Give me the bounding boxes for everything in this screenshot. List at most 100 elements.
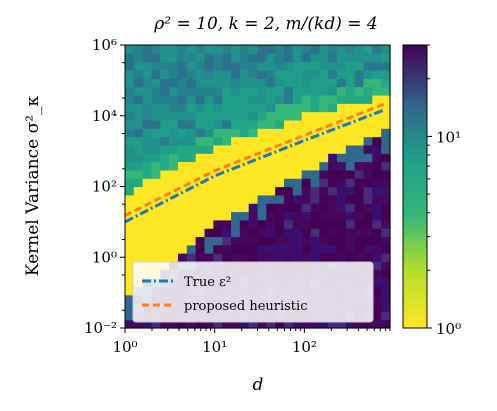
heatmap-cell: [275, 94, 285, 104]
heatmap-cell: [151, 78, 161, 88]
heatmap-cell: [160, 211, 170, 221]
heatmap-cell: [363, 144, 373, 154]
heatmap-cell: [275, 119, 285, 129]
heatmap-cell: [257, 244, 267, 254]
heatmap-cell: [222, 319, 232, 329]
heatmap-cell: [381, 119, 391, 129]
heatmap-cell: [133, 45, 144, 54]
heatmap-cell: [248, 161, 259, 171]
heatmap-cell: [248, 128, 259, 138]
heatmap-cell: [354, 194, 365, 204]
heatmap-cell: [381, 78, 391, 88]
heatmap-cell: [301, 86, 312, 96]
heatmap-cell: [301, 161, 312, 171]
heatmap-cell: [231, 78, 241, 88]
heatmap-cell: [231, 253, 241, 263]
heatmap-cell: [345, 136, 356, 146]
heatmap-cell: [363, 78, 373, 88]
heatmap-cell: [186, 219, 197, 229]
heatmap-cell: [292, 161, 303, 171]
heatmap-cell: [372, 119, 382, 129]
heatmap-cell: [275, 211, 285, 221]
heatmap-cell: [125, 119, 135, 129]
heatmap-cell: [213, 244, 223, 254]
heatmap-cell: [266, 45, 276, 54]
heatmap-cell: [125, 219, 135, 229]
heatmap-cell: [186, 161, 197, 171]
heatmap-cell: [222, 94, 232, 104]
heatmap-cell: [239, 94, 250, 104]
heatmap-cell: [301, 61, 312, 71]
heatmap-cell: [337, 94, 347, 104]
heatmap-cell: [151, 319, 161, 329]
heatmap-cell: [142, 111, 153, 121]
heatmap-cell: [319, 153, 329, 163]
heatmap-cell: [363, 94, 373, 104]
heatmap-cell: [301, 178, 312, 188]
heatmap-cell: [231, 219, 241, 229]
heatmap-cell: [292, 194, 303, 204]
heatmap-cell: [345, 194, 356, 204]
heatmap-cell: [301, 219, 312, 229]
heatmap-cell: [292, 186, 303, 196]
heatmap-cell: [222, 45, 232, 54]
heatmap-cell: [213, 228, 223, 238]
heatmap-cell: [142, 128, 153, 138]
heatmap-cell: [319, 228, 329, 238]
heatmap-cell: [204, 236, 214, 246]
heatmap-cell: [310, 219, 320, 229]
heatmap-cell: [160, 78, 170, 88]
heatmap-cell: [125, 269, 135, 279]
heatmap-cell: [160, 244, 170, 254]
heatmap-cell: [231, 45, 241, 54]
heatmap-cell: [239, 136, 250, 146]
heatmap-cell: [292, 103, 303, 113]
heatmap-cell: [381, 161, 391, 171]
heatmap-cell: [372, 45, 382, 54]
heatmap-cell: [381, 278, 391, 287]
heatmap-cell: [169, 244, 179, 254]
heatmap-cell: [381, 103, 391, 113]
heatmap-cell: [381, 228, 391, 238]
heatmap-cell: [328, 111, 338, 121]
heatmap-cell: [328, 136, 338, 146]
heatmap-cell: [142, 178, 153, 188]
heatmap-cell: [222, 228, 232, 238]
heatmap-cell: [125, 311, 135, 321]
heatmap-cell: [160, 153, 170, 163]
heatmap-cell: [204, 319, 214, 329]
heatmap-cell: [248, 169, 259, 179]
heatmap-cell: [328, 94, 338, 104]
heatmap-cell: [363, 161, 373, 171]
heatmap-cell: [363, 178, 373, 188]
heatmap-cell: [354, 128, 365, 138]
heatmap-cell: [363, 86, 373, 96]
heatmap-cell: [257, 194, 267, 204]
heatmap-cell: [222, 111, 232, 121]
heatmap-cell: [301, 144, 312, 154]
x-tick-label: 10²: [292, 338, 317, 356]
heatmap-cell: [178, 53, 188, 63]
heatmap-cell: [222, 178, 232, 188]
heatmap-cell: [125, 161, 135, 171]
series-layer: [124, 102, 386, 224]
heatmap-cell: [178, 153, 188, 163]
x-tick-label: 10¹: [202, 338, 227, 356]
heatmap-cell: [337, 161, 347, 171]
heatmap-cell: [151, 128, 161, 138]
heatmap-cell: [292, 253, 303, 263]
heatmap-cell: [160, 86, 170, 96]
heatmap-cell: [231, 119, 241, 129]
heatmap-cell: [204, 244, 214, 254]
heatmap-cell: [239, 178, 250, 188]
heatmap-cell: [301, 194, 312, 204]
heatmap-cell: [204, 78, 214, 88]
heatmap-cell: [195, 178, 206, 188]
heatmap-cell: [381, 178, 391, 188]
heatmap-cell: [204, 161, 214, 171]
heatmap-cell: [266, 253, 276, 263]
heatmap-cell: [301, 153, 312, 163]
heatmap-cell: [337, 103, 347, 113]
heatmap-cell: [204, 144, 214, 154]
